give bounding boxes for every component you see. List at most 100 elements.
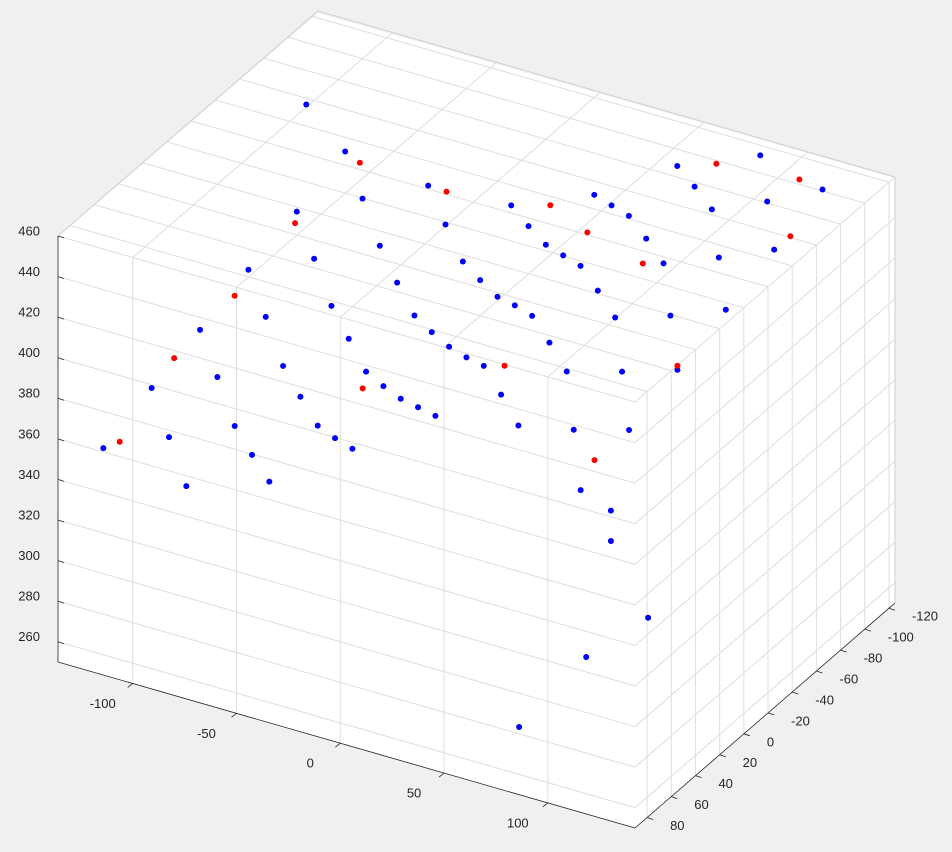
point xyxy=(363,368,370,375)
point xyxy=(214,373,221,380)
grid-line xyxy=(634,501,896,727)
y-tick xyxy=(840,649,847,653)
z-tick xyxy=(57,641,65,645)
grid-line xyxy=(239,78,817,246)
point xyxy=(459,258,466,265)
point xyxy=(314,422,321,429)
grid-line xyxy=(57,357,636,525)
grid-line xyxy=(339,91,601,318)
point xyxy=(591,457,598,464)
point xyxy=(643,235,650,242)
grid-line xyxy=(57,600,636,768)
z-tick-label: 460 xyxy=(18,223,40,238)
point xyxy=(249,451,256,458)
point xyxy=(480,362,487,369)
point xyxy=(446,343,453,350)
box-edge xyxy=(317,10,896,178)
y-tick xyxy=(743,733,750,737)
point xyxy=(498,391,505,398)
point xyxy=(607,507,614,514)
point xyxy=(546,339,553,346)
point xyxy=(625,212,632,219)
grid-line xyxy=(57,397,636,565)
y-tick xyxy=(671,796,678,799)
point xyxy=(100,445,107,452)
y-tick-label: 60 xyxy=(694,797,708,812)
point xyxy=(342,148,349,155)
point xyxy=(397,395,404,402)
point xyxy=(349,445,356,452)
point xyxy=(612,314,619,321)
point xyxy=(608,202,615,209)
grid-line xyxy=(57,438,636,606)
point xyxy=(667,312,674,319)
grid-line xyxy=(634,217,896,443)
x-tick-label: 100 xyxy=(507,815,529,830)
point xyxy=(607,538,614,545)
y-tick xyxy=(888,607,896,611)
z-tick-label: 360 xyxy=(18,426,40,441)
point xyxy=(674,362,681,369)
z-tick-label: 300 xyxy=(18,548,40,563)
y-tick xyxy=(792,691,799,695)
grid-line xyxy=(57,560,636,728)
x-tick-label: -100 xyxy=(90,696,116,711)
point xyxy=(297,393,304,400)
x-tick xyxy=(438,772,445,778)
point xyxy=(708,206,715,213)
point xyxy=(542,241,549,248)
grid-line xyxy=(69,225,648,393)
z-tick-label: 260 xyxy=(18,629,40,644)
box-edge xyxy=(57,10,319,237)
z-tick xyxy=(57,560,65,563)
point xyxy=(428,329,435,336)
grid-line xyxy=(57,316,636,484)
grid-line xyxy=(634,379,896,606)
z-tick xyxy=(57,600,65,604)
grid-line xyxy=(236,61,497,288)
y-tick-label: 80 xyxy=(670,818,684,833)
point xyxy=(515,422,522,429)
z-tick-label: 320 xyxy=(18,507,40,522)
point xyxy=(771,246,778,253)
point xyxy=(594,287,601,294)
y-tick-label: -120 xyxy=(912,609,938,624)
z-tick xyxy=(57,357,65,361)
point xyxy=(292,220,299,227)
point xyxy=(415,404,422,411)
point xyxy=(525,223,532,230)
grid-line xyxy=(547,151,809,378)
point xyxy=(311,255,318,262)
point xyxy=(570,426,577,433)
point xyxy=(345,335,352,342)
x-tick xyxy=(335,742,341,748)
point xyxy=(266,478,273,485)
point xyxy=(511,302,518,309)
grid-line xyxy=(118,183,696,351)
grid-line xyxy=(142,162,720,330)
x-tick xyxy=(127,683,133,688)
point xyxy=(332,435,339,442)
x-tick-label: -50 xyxy=(197,726,216,741)
point xyxy=(577,487,584,494)
point xyxy=(757,152,764,159)
point xyxy=(171,355,178,362)
grid-line xyxy=(57,641,636,809)
y-tick xyxy=(864,628,871,632)
grid-line xyxy=(166,141,744,309)
y-tick-label: -80 xyxy=(864,651,883,666)
point xyxy=(359,385,366,392)
point xyxy=(328,302,335,309)
y-tick-label: 40 xyxy=(718,776,732,791)
grid-line xyxy=(57,478,636,646)
point xyxy=(516,723,523,730)
y-tick xyxy=(695,775,702,779)
z-tick-label: 440 xyxy=(18,264,40,279)
point xyxy=(262,313,269,320)
x-tick-label: 0 xyxy=(307,756,314,771)
point xyxy=(359,195,366,202)
point xyxy=(508,202,515,209)
point xyxy=(787,233,794,240)
